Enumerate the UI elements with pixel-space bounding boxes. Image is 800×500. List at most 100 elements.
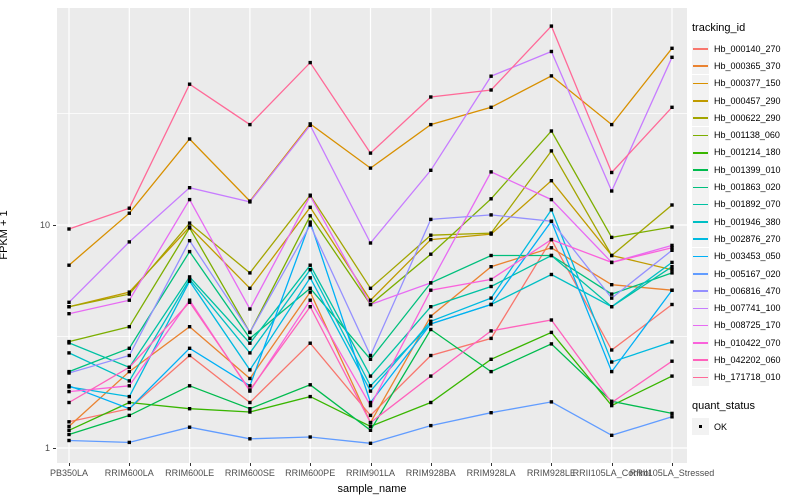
legend-item: Hb_000457_290	[692, 92, 798, 110]
legend-item: Hb_010422_070	[692, 334, 798, 352]
legend-key-swatch	[692, 247, 709, 265]
point-marker-icon	[699, 425, 703, 429]
x-tick-label: RRIM600SE	[224, 468, 275, 478]
legend-item: Hb_042202_060	[692, 351, 798, 369]
legend-line-icon	[693, 65, 708, 68]
legend-label: Hb_001399_010	[714, 164, 781, 175]
legend-line-icon	[693, 342, 708, 344]
legend-item: Hb_000140_270	[692, 40, 798, 58]
x-tick-label: RRIM928BA	[405, 468, 456, 478]
x-tick-label: RRIM928LE	[526, 468, 576, 478]
legend-key-swatch	[692, 40, 709, 58]
legend-key-swatch	[692, 282, 709, 300]
legend-key-swatch	[692, 92, 709, 110]
x-tick-label: RRII105LA_Control	[572, 468, 651, 478]
quant-status-item: OK	[692, 418, 798, 436]
x-tick-label: RRIM600LA	[104, 468, 154, 478]
legend-line-icon	[693, 359, 708, 362]
legend-key-swatch	[692, 195, 709, 213]
legend-item: Hb_001863_020	[692, 178, 798, 196]
legend-label: Hb_003453_050	[714, 251, 781, 262]
x-tick-mark	[370, 463, 372, 466]
legend-item: Hb_005167_020	[692, 265, 798, 282]
legend-line-icon	[693, 324, 708, 327]
x-tick-mark	[672, 463, 673, 466]
legend-key-swatch	[692, 109, 709, 127]
quant-ok-key	[692, 418, 709, 436]
legend-line-icon	[693, 273, 708, 275]
legend-line-icon	[693, 100, 708, 102]
legend-line-icon	[693, 117, 708, 119]
legend-label: Hb_006816_470	[714, 285, 781, 296]
x-tick-mark	[69, 463, 70, 466]
legend-label: Hb_008725_170	[714, 320, 781, 331]
legend-label: Hb_042202_060	[714, 354, 781, 365]
x-tick-label: RRIM901LA	[345, 468, 396, 478]
legend-line-icon	[693, 134, 708, 137]
y-tick-mark	[53, 448, 56, 449]
x-tick-mark	[249, 463, 251, 466]
x-tick-label: RRIM600LE	[165, 468, 215, 478]
legend-line-icon	[693, 376, 708, 379]
x-tick-mark	[551, 463, 553, 466]
legend-item: Hb_000365_370	[692, 57, 798, 75]
legend-key-swatch	[692, 213, 709, 231]
legend-label: Hb_001138_060	[714, 130, 780, 141]
x-tick-mark	[129, 463, 131, 466]
legend-item: Hb_001138_060	[692, 126, 798, 144]
legend-key-swatch	[692, 143, 709, 161]
legend-item: Hb_007741_100	[692, 299, 798, 317]
legend-item: Hb_171718_010	[692, 368, 798, 386]
legend-key-swatch	[692, 230, 709, 248]
legend-key-swatch	[692, 299, 709, 317]
legend-line-icon	[693, 307, 708, 310]
legend-items: Hb_000140_270 Hb_000365_370 Hb_000377_150 H…	[692, 40, 798, 386]
chart-canvas	[57, 8, 687, 463]
legend-line-icon	[693, 238, 708, 240]
legend-line-icon	[693, 82, 708, 85]
x-axis-tick-labels: PB350LA RRIM600LA RRIM600LE RRIM600SE RRIM60…	[50, 468, 714, 480]
legend-item: Hb_006816_470	[692, 282, 798, 300]
legend-line-icon	[693, 186, 708, 189]
legend-item: Hb_001946_380	[692, 213, 798, 231]
legend-line-icon	[693, 203, 708, 206]
legend-item: Hb_003453_050	[692, 247, 798, 265]
legend-item: Hb_000622_290	[692, 109, 798, 127]
legend-label: Hb_171718_010	[714, 372, 781, 383]
legend-line-icon	[693, 221, 708, 223]
quant-status-block: quant_status OK	[692, 400, 798, 436]
x-axis-title: sample_name	[337, 483, 407, 495]
x-tick-mark	[430, 463, 432, 466]
legend-label: Hb_002876_270	[714, 233, 781, 244]
legend-key-swatch	[692, 74, 709, 92]
legend-label: Hb_001946_380	[714, 216, 781, 227]
plot-panel	[57, 8, 687, 463]
legend-line-icon	[693, 255, 708, 258]
x-tick-mark	[611, 463, 613, 466]
legend-label: Hb_000140_270	[714, 43, 781, 54]
y-tick-mark	[53, 225, 56, 226]
legend-label: Hb_000377_150	[714, 78, 781, 89]
legend-key-swatch	[692, 126, 709, 144]
legend-label: Hb_007741_100	[714, 303, 781, 314]
y-tick-label: 1	[44, 443, 50, 453]
legend-label: Hb_000365_370	[714, 60, 781, 71]
x-tick-mark	[491, 463, 493, 466]
legend-title: tracking_id	[692, 22, 746, 34]
legend-key-swatch	[692, 178, 709, 196]
legend-item: Hb_001214_180	[692, 143, 798, 161]
legend-item: Hb_008725_170	[692, 316, 798, 334]
legend-key-swatch	[692, 57, 709, 75]
x-tick-mark	[189, 463, 191, 466]
legend-key-swatch	[692, 351, 709, 369]
legend-label: Hb_001892_070	[714, 199, 781, 210]
legend-item: Hb_001892_070	[692, 195, 798, 213]
x-tick-mark	[310, 463, 312, 466]
legend-label: Hb_010422_070	[714, 337, 781, 348]
x-tick-label: RRIM600PE	[285, 468, 336, 478]
legend-key-swatch	[692, 265, 709, 282]
legend-line-icon	[693, 169, 708, 171]
legend-label: Hb_000622_290	[714, 112, 781, 123]
legend-line-icon	[693, 151, 708, 154]
